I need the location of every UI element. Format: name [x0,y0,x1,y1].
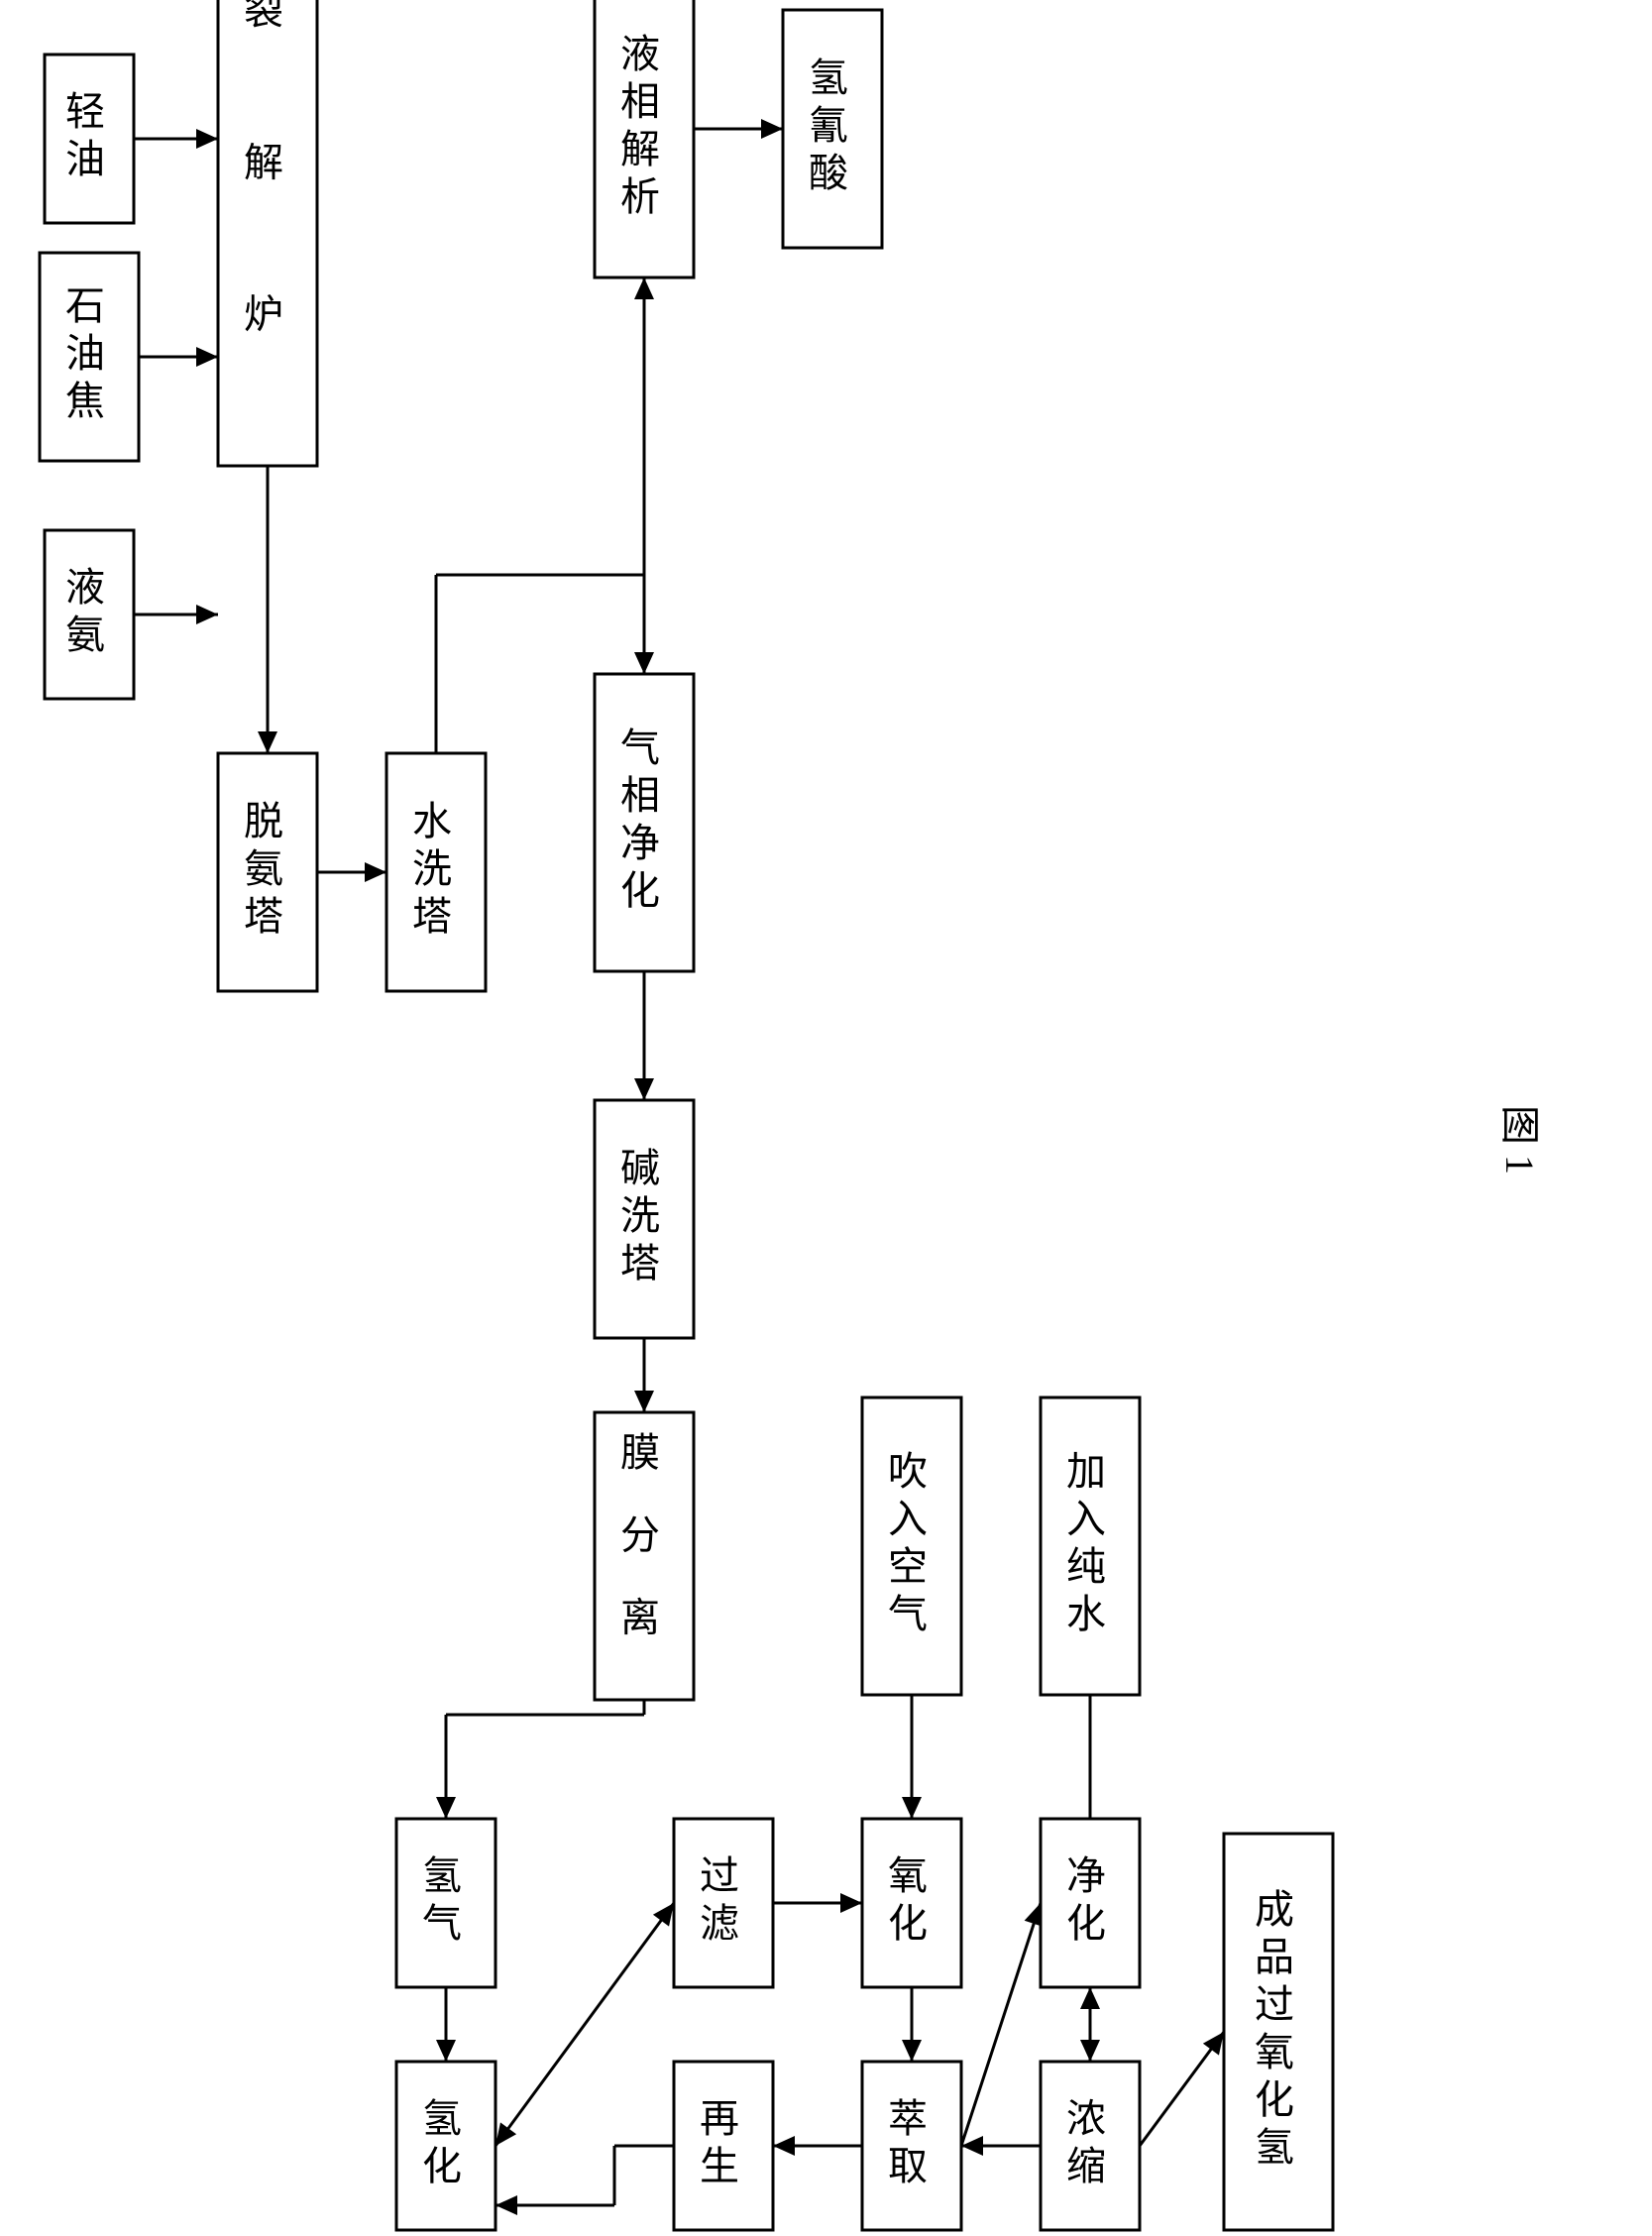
node-n21: 浓缩 [1041,2062,1140,2230]
node-label: 水洗塔 [412,799,460,939]
flowchart-diagram: 轻油石油焦液氨裂解炉脱氨塔 水洗塔 液相解析 氢氰酸气相净化碱洗塔膜分离氢气氢化 过滤再… [0,0,1652,2236]
node-n4: 裂解炉 [218,0,317,466]
node-label: 膜分离 [620,1430,668,1640]
nodes-layer: 轻油石油焦液氨裂解炉脱氨塔 水洗塔 液相解析 氢氰酸气相净化碱洗塔膜分离氢气氢化 过滤再… [40,0,1333,2230]
node-n1: 轻油 [45,55,134,223]
node-n18: 萃取 [862,2062,961,2230]
node-n12: 氢气 [396,1819,496,1987]
node-n8: 氢氰酸 [783,10,882,248]
node-n3: 液氨 [45,530,134,699]
node-label: 石油焦 [65,283,113,423]
node-label: 氢氰酸 [809,56,856,195]
node-n14: 过滤 [674,1819,773,1987]
node-n15: 再生 [674,2062,773,2230]
node-n22: 成品过氧化氢 [1224,1834,1333,2230]
node-n13: 氢化 [396,2062,496,2230]
node-n19: 加入纯水 [1041,1398,1140,1695]
node-n5: 脱氨塔 [218,753,317,991]
node-n16: 吹入空气 [862,1398,961,1695]
node-n10: 碱洗塔 [595,1100,694,1338]
node-n11: 膜分离 [595,1412,694,1700]
node-n9: 气相净化 [595,674,694,971]
node-n2: 石油焦 [40,253,139,461]
node-n6: 水洗塔 [386,753,486,991]
node-n17: 氧化 [862,1819,961,1987]
caption-layer: 图 1 [1497,1105,1542,1174]
node-n7: 液相解析 [595,0,694,278]
node-n20: 净化 [1041,1819,1140,1987]
figure-caption: 图 1 [1497,1105,1542,1174]
node-label: 碱洗塔 [620,1146,668,1286]
node-label: 脱氨塔 [244,799,291,939]
